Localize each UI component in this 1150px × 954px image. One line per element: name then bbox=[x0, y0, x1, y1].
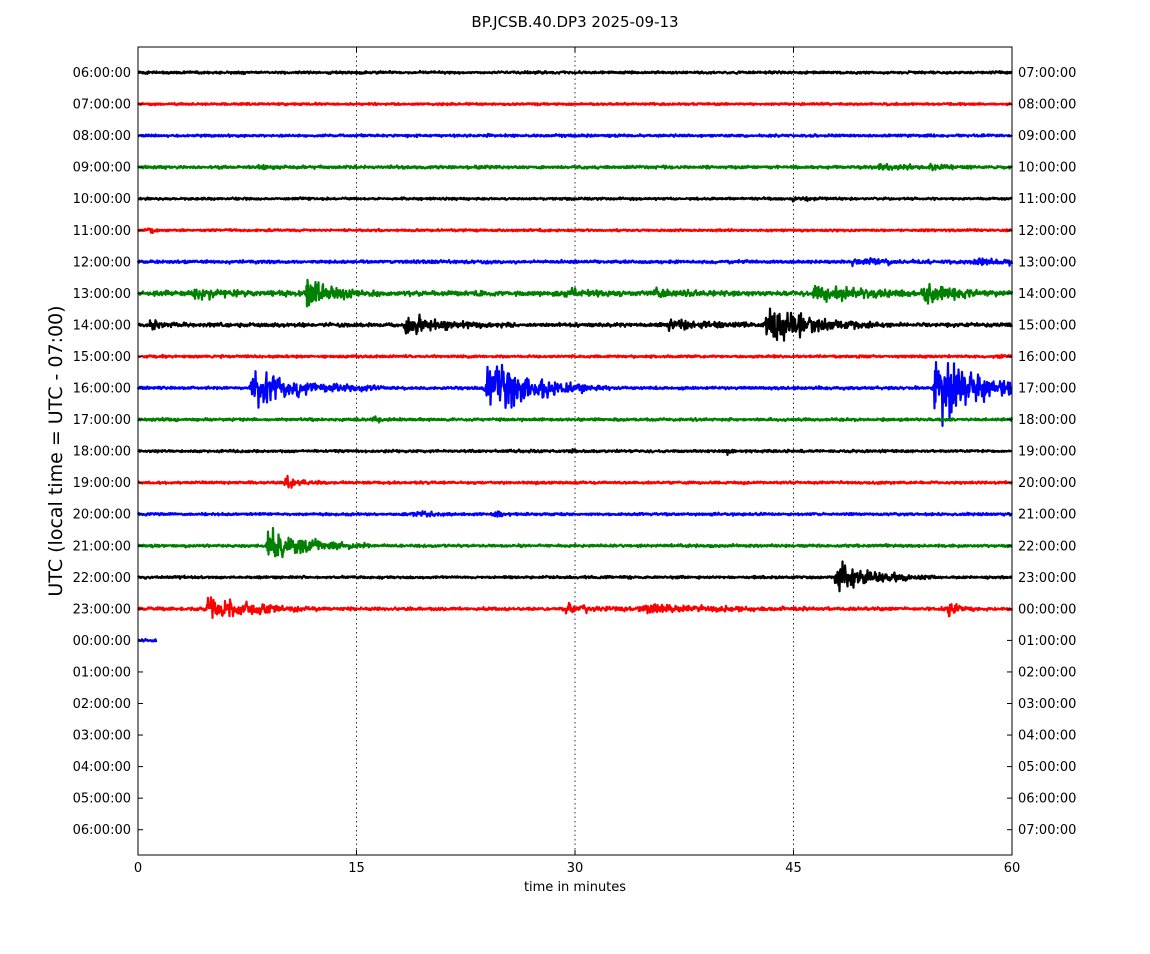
trace-line bbox=[137, 415, 1014, 424]
y-tick-label-left: 01:00:00 bbox=[73, 665, 131, 680]
trace-line bbox=[137, 132, 1013, 139]
y-tick-label-right: 07:00:00 bbox=[1018, 66, 1076, 81]
y-axis-label: UTC (local time = UTC - 07:00) bbox=[45, 305, 67, 596]
trace-line bbox=[137, 162, 1013, 172]
y-tick-label-right: 06:00:00 bbox=[1018, 792, 1076, 807]
y-tick-label-right: 10:00:00 bbox=[1018, 161, 1076, 176]
trace-line bbox=[136, 361, 1013, 427]
y-tick-label-right: 18:00:00 bbox=[1018, 413, 1076, 428]
y-tick-label-right: 03:00:00 bbox=[1018, 697, 1076, 712]
y-tick-label-right: 02:00:00 bbox=[1018, 665, 1076, 680]
y-tick-label-left: 06:00:00 bbox=[73, 823, 131, 838]
y-tick-label-left: 20:00:00 bbox=[73, 508, 131, 523]
y-tick-label-right: 12:00:00 bbox=[1018, 224, 1076, 239]
trace-line bbox=[137, 101, 1013, 107]
trace-line bbox=[137, 278, 1014, 308]
y-tick-label-left: 19:00:00 bbox=[73, 476, 131, 491]
y-tick-label-right: 20:00:00 bbox=[1018, 476, 1076, 491]
y-tick-label-right: 16:00:00 bbox=[1018, 350, 1076, 365]
x-tick-label: 15 bbox=[348, 861, 365, 876]
x-tick-label: 45 bbox=[785, 861, 802, 876]
trace-line bbox=[136, 257, 1014, 268]
y-tick-label-left: 18:00:00 bbox=[73, 445, 131, 460]
y-tick-label-left: 23:00:00 bbox=[73, 602, 131, 617]
y-tick-label-left: 17:00:00 bbox=[73, 413, 131, 428]
traces bbox=[136, 69, 1014, 643]
y-tick-label-left: 00:00:00 bbox=[73, 634, 131, 649]
y-tick-label-right: 19:00:00 bbox=[1018, 445, 1076, 460]
y-tick-label-right: 15:00:00 bbox=[1018, 318, 1076, 333]
y-tick-label-left: 05:00:00 bbox=[73, 792, 131, 807]
x-axis-label: time in minutes bbox=[524, 880, 626, 895]
y-tick-label-right: 13:00:00 bbox=[1018, 255, 1076, 270]
y-tick-label-right: 08:00:00 bbox=[1018, 98, 1076, 113]
y-tick-label-left: 08:00:00 bbox=[73, 129, 131, 144]
y-tick-label-left: 13:00:00 bbox=[73, 287, 131, 302]
y-tick-label-left: 11:00:00 bbox=[73, 224, 131, 239]
trace-line bbox=[137, 448, 1013, 456]
chart-title: BP.JCSB.40.DP3 2025-09-13 bbox=[471, 13, 678, 31]
y-tick-label-left: 22:00:00 bbox=[73, 571, 131, 586]
y-tick-label-left: 10:00:00 bbox=[73, 192, 131, 207]
y-tick-label-left: 14:00:00 bbox=[73, 318, 131, 333]
y-tick-label-left: 15:00:00 bbox=[73, 350, 131, 365]
x-tick-label: 60 bbox=[1004, 861, 1021, 876]
y-tick-label-left: 09:00:00 bbox=[73, 161, 131, 176]
x-tick-label: 30 bbox=[567, 861, 584, 876]
y-tick-label-left: 12:00:00 bbox=[73, 255, 131, 270]
y-tick-label-right: 07:00:00 bbox=[1018, 823, 1076, 838]
y-tick-label-left: 02:00:00 bbox=[73, 697, 131, 712]
y-tick-label-left: 16:00:00 bbox=[73, 382, 131, 397]
trace-line bbox=[137, 69, 1013, 76]
trace-line bbox=[137, 196, 1013, 203]
trace-line bbox=[137, 560, 1013, 593]
y-tick-label-left: 06:00:00 bbox=[73, 66, 131, 81]
y-tick-label-left: 04:00:00 bbox=[73, 760, 131, 775]
y-tick-label-right: 11:00:00 bbox=[1018, 192, 1076, 207]
y-tick-label-right: 01:00:00 bbox=[1018, 634, 1076, 649]
y-tick-label-left: 07:00:00 bbox=[73, 98, 131, 113]
trace-line bbox=[137, 353, 1013, 360]
trace-line bbox=[137, 596, 1014, 619]
y-tick-label-right: 00:00:00 bbox=[1018, 602, 1076, 617]
y-tick-label-right: 23:00:00 bbox=[1018, 571, 1076, 586]
y-tick-label-right: 17:00:00 bbox=[1018, 382, 1076, 397]
y-tick-label-left: 03:00:00 bbox=[73, 729, 131, 744]
y-tick-label-right: 09:00:00 bbox=[1018, 129, 1076, 144]
y-tick-label-right: 21:00:00 bbox=[1018, 508, 1076, 523]
x-tick-label: 0 bbox=[134, 861, 142, 876]
axes: 0 15 30 45 60 06:00:00 07:00:00 07:00:00 08:00:0… bbox=[73, 47, 1076, 876]
trace-line bbox=[137, 474, 1014, 489]
trace-line bbox=[137, 526, 1013, 559]
y-tick-label-right: 22:00:00 bbox=[1018, 539, 1076, 554]
y-tick-label-right: 04:00:00 bbox=[1018, 729, 1076, 744]
trace-line bbox=[137, 307, 1014, 342]
y-tick-label-right: 05:00:00 bbox=[1018, 760, 1076, 775]
trace-line bbox=[137, 227, 1013, 235]
y-tick-label-right: 14:00:00 bbox=[1018, 287, 1076, 302]
trace-line bbox=[136, 510, 1013, 518]
y-tick-label-left: 21:00:00 bbox=[73, 539, 131, 554]
